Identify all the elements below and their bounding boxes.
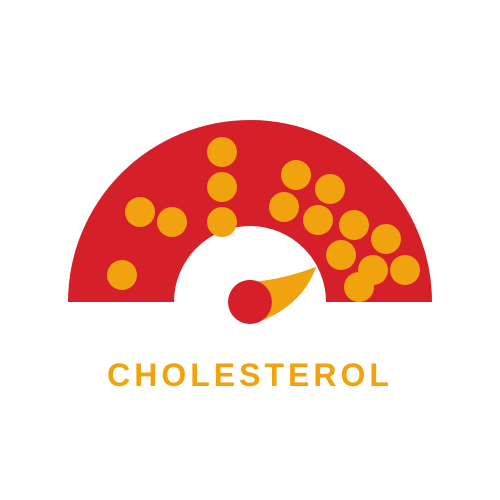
cholesterol-dot xyxy=(207,207,237,237)
cholesterol-dot xyxy=(339,210,369,240)
cholesterol-dot xyxy=(326,240,356,270)
cholesterol-dot xyxy=(125,197,155,227)
cholesterol-dot xyxy=(107,260,137,290)
cholesterol-dot xyxy=(207,172,237,202)
cholesterol-label: CHOLESTEROL xyxy=(107,357,393,394)
cholesterol-dot xyxy=(390,255,420,285)
cholesterol-dot xyxy=(157,207,187,237)
cholesterol-gauge xyxy=(60,107,440,327)
cholesterol-dot xyxy=(315,174,345,204)
cholesterol-dot xyxy=(269,192,299,222)
cholesterol-dot xyxy=(344,272,374,302)
cholesterol-dot xyxy=(371,224,401,254)
cholesterol-dot xyxy=(207,137,237,167)
cholesterol-dot xyxy=(303,205,333,235)
gauge-svg xyxy=(60,107,440,327)
gauge-hub xyxy=(228,280,272,324)
cholesterol-dot xyxy=(281,160,311,190)
